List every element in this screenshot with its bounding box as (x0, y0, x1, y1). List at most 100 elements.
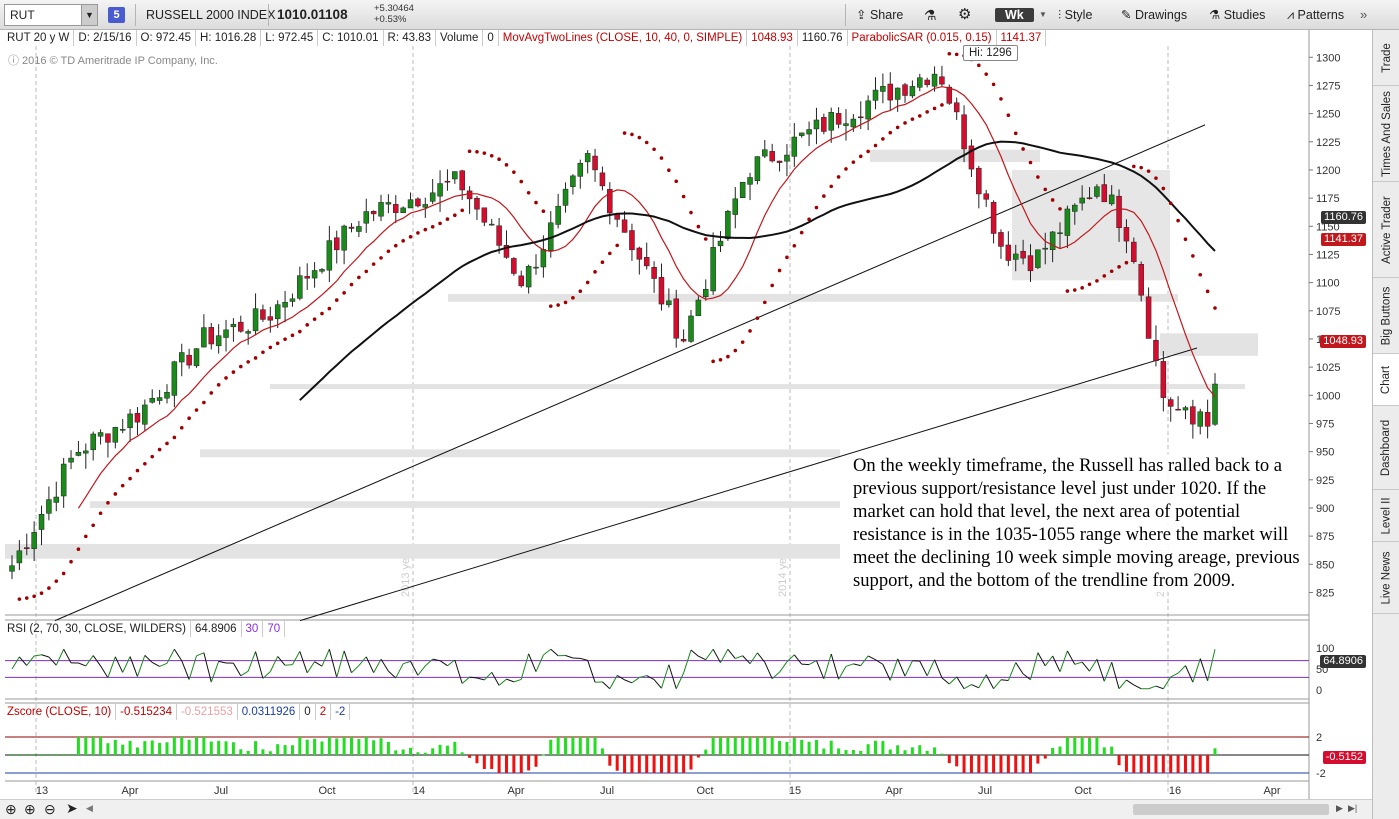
bar-open: O: 972.45 (137, 30, 197, 46)
zscore-bar-negative (512, 755, 516, 773)
sar-study-label[interactable]: ParabolicSAR (0.015, 0.15) (848, 30, 997, 46)
scrollbar-thumb[interactable] (1133, 804, 1329, 815)
change-block: +5.30464 +0.53% (374, 3, 414, 25)
rsi-segment (565, 654, 574, 659)
candle-down (902, 84, 908, 96)
flask-icon[interactable]: ⚗ (924, 7, 937, 23)
sar-dot (726, 354, 730, 359)
rsi-segment (55, 649, 65, 666)
patterns-label: Patterns (1297, 8, 1345, 22)
rsi-segment (461, 676, 470, 684)
chart-period[interactable]: RUT 20 y W (3, 30, 75, 46)
candle-up (562, 188, 569, 206)
zscore-bar-positive (47, 755, 51, 756)
rsi-segment (151, 662, 160, 667)
rsi-segment (904, 660, 913, 677)
zoom-in-icon[interactable]: ⊕ (24, 801, 36, 817)
timeframe-button[interactable]: Wk (995, 8, 1034, 22)
rsi-segment (653, 679, 662, 689)
net-change: +5.30464 (374, 3, 414, 14)
sar-dot (556, 303, 560, 307)
zscore-study-label[interactable]: Zscore (CLOSE, 10) (3, 704, 117, 720)
zscore-bar-positive (829, 740, 833, 755)
sar-dot (1065, 289, 1070, 293)
tab-trade[interactable]: Trade (1373, 30, 1399, 86)
candle-down (643, 257, 650, 267)
rsi-segment (107, 656, 116, 678)
zscore-bar-positive (748, 737, 752, 755)
sar-dot (113, 492, 118, 496)
sar-value: 1141.37 (997, 30, 1047, 46)
candle-down (658, 276, 665, 305)
rsi-segment (624, 679, 633, 684)
tab-chart[interactable]: Chart (1373, 354, 1399, 406)
studies-button[interactable]: ⚗ Studies (1209, 4, 1265, 26)
scroll-end-icon[interactable]: ▶| (1348, 803, 1358, 813)
rsi-study-label[interactable]: RSI (2, 70, 30, CLOSE, WILDERS) (3, 621, 191, 637)
zscore-bar-positive (733, 737, 737, 755)
support-zone (448, 293, 1178, 302)
zoom-out-icon[interactable]: ⊖ (44, 801, 56, 817)
zscore-bar-positive (600, 748, 604, 755)
symbol-dropdown-icon[interactable]: ▼ (81, 5, 97, 25)
rsi-segment (1162, 676, 1172, 690)
share-button[interactable]: ⇪ Share (856, 4, 903, 26)
ma-study-label[interactable]: MovAvgTwoLines (CLOSE, 10, 40, 0, SIMPLE… (499, 30, 748, 46)
zscore-bar-positive (128, 740, 132, 755)
candle-up (90, 433, 96, 451)
drawings-button[interactable]: ✎ Drawings (1121, 4, 1187, 26)
rsi-segment (853, 663, 861, 667)
candle-up (754, 156, 761, 181)
sar-dot (895, 125, 900, 130)
candle-up (1182, 407, 1189, 411)
sar-dot (312, 317, 317, 321)
volume-label[interactable]: Volume (436, 30, 484, 46)
tab-times-and-sales[interactable]: Times And Sales (1373, 86, 1399, 182)
pan-icon[interactable]: ⊕ (5, 801, 17, 817)
zscore-bar-positive (874, 740, 878, 755)
candle-up (75, 452, 82, 456)
zscore-bar-positive (335, 738, 339, 755)
timeframe-dropdown-icon[interactable]: ▼ (1039, 10, 1047, 19)
style-button[interactable]: ⫶ Style (1058, 4, 1092, 26)
zscore-bar-positive (1095, 737, 1099, 755)
zscore-bar-negative (504, 755, 508, 773)
more-icon[interactable]: » (1360, 7, 1368, 22)
gear-icon[interactable]: ⚙ (958, 6, 972, 23)
price-tick-label: 850 (1316, 559, 1334, 571)
link-group-badge[interactable]: 5 (108, 7, 125, 23)
scroll-right-icon[interactable]: ▶ (1336, 803, 1343, 813)
tab-big-buttons[interactable]: Big Buttons (1373, 278, 1399, 354)
rsi-segment (1030, 652, 1039, 680)
tab-live-news[interactable]: Live News (1373, 542, 1399, 614)
tab-level-ii[interactable]: Level II (1373, 490, 1399, 542)
sar-dot (600, 260, 605, 264)
sar-dot (393, 243, 398, 248)
zscore-bar-positive (1065, 737, 1069, 755)
sar-dot (231, 370, 236, 374)
tab-active-trader[interactable]: Active Trader (1373, 182, 1399, 278)
zscore-bar-positive (549, 739, 553, 755)
zscore-bar-positive (195, 737, 199, 755)
candle-up (555, 205, 561, 225)
chart-annotation-text[interactable]: On the weekly timeframe, the Russell has… (853, 454, 1308, 592)
sar-dot (106, 501, 110, 505)
rsi-segment (166, 649, 175, 664)
zscore-lower: -2 (331, 704, 351, 720)
rsi-segment (867, 655, 876, 661)
scroll-left-icon[interactable]: ◀ (86, 803, 93, 813)
patterns-button[interactable]: ⩘ Patterns (1287, 4, 1344, 26)
rsi-segment (535, 654, 544, 672)
ma10-price-label: 1048.93 (1320, 335, 1366, 348)
candle-up (548, 222, 554, 251)
candle-down (607, 189, 613, 214)
zscore-bar-positive (564, 737, 568, 755)
candle-up (1072, 204, 1078, 212)
cursor-icon[interactable]: ➤ (66, 800, 78, 816)
tab-dashboard[interactable]: Dashboard (1373, 406, 1399, 490)
zscore-bar-positive (268, 751, 272, 755)
rsi-segment (668, 664, 677, 689)
rsi-segment (122, 656, 131, 673)
symbol-input[interactable]: RUT ▼ (4, 4, 98, 26)
